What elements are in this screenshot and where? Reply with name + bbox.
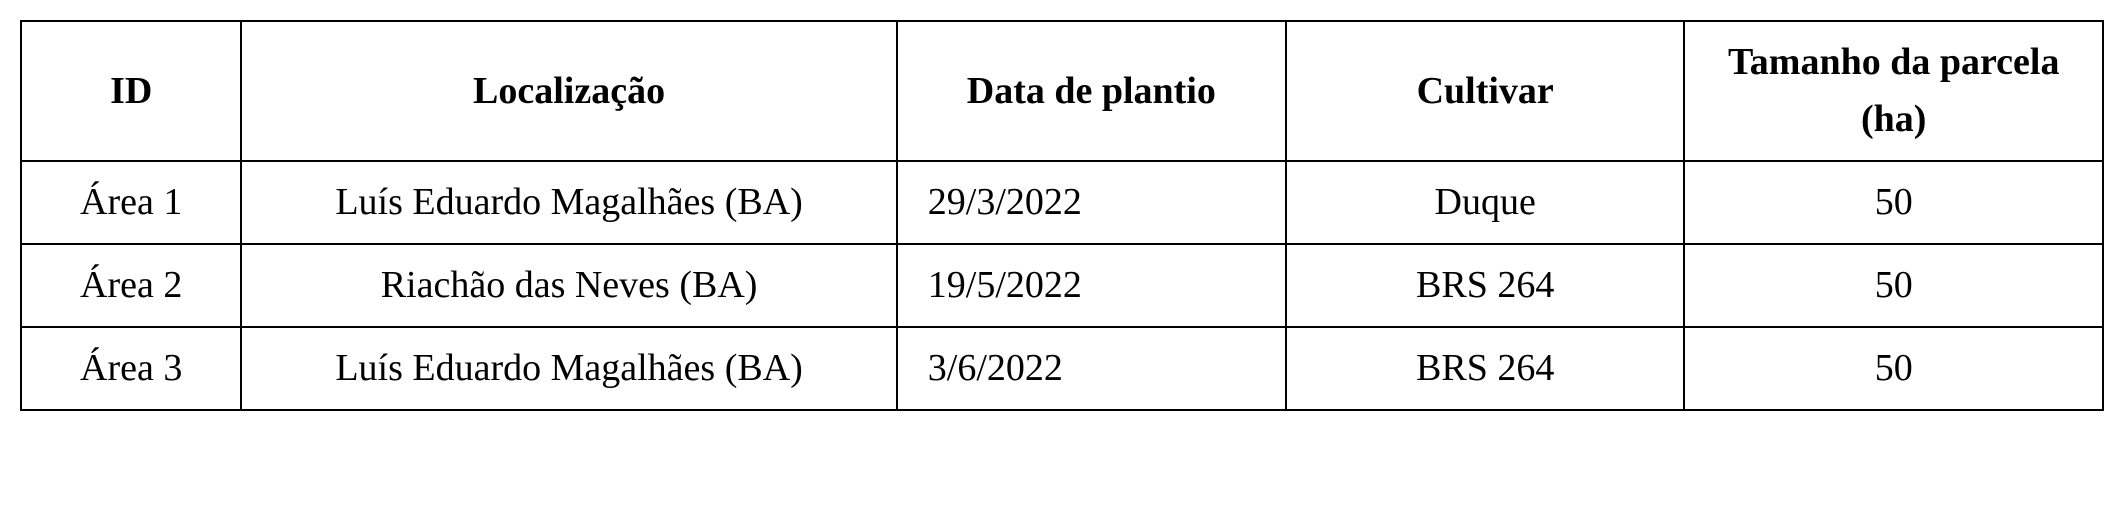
table-header-row: ID Localização Data de plantio Cultivar … — [21, 21, 2103, 161]
cell-id: Área 3 — [21, 327, 241, 410]
col-header-id: ID — [21, 21, 241, 161]
cell-data-plantio: 3/6/2022 — [897, 327, 1286, 410]
cell-tamanho: 50 — [1684, 161, 2103, 244]
col-header-localizacao: Localização — [241, 21, 896, 161]
col-header-cultivar: Cultivar — [1286, 21, 1685, 161]
table-row: Área 1 Luís Eduardo Magalhães (BA) 29/3/… — [21, 161, 2103, 244]
cell-id: Área 2 — [21, 244, 241, 327]
data-table: ID Localização Data de plantio Cultivar … — [20, 20, 2104, 411]
cell-localizacao: Luís Eduardo Magalhães (BA) — [241, 327, 896, 410]
table-row: Área 3 Luís Eduardo Magalhães (BA) 3/6/2… — [21, 327, 2103, 410]
cell-tamanho: 50 — [1684, 327, 2103, 410]
table-header: ID Localização Data de plantio Cultivar … — [21, 21, 2103, 161]
cell-localizacao: Luís Eduardo Magalhães (BA) — [241, 161, 896, 244]
table-row: Área 2 Riachão das Neves (BA) 19/5/2022 … — [21, 244, 2103, 327]
cell-cultivar: BRS 264 — [1286, 244, 1685, 327]
table-body: Área 1 Luís Eduardo Magalhães (BA) 29/3/… — [21, 161, 2103, 410]
cell-localizacao: Riachão das Neves (BA) — [241, 244, 896, 327]
cell-data-plantio: 19/5/2022 — [897, 244, 1286, 327]
cell-data-plantio: 29/3/2022 — [897, 161, 1286, 244]
cell-cultivar: Duque — [1286, 161, 1685, 244]
col-header-tamanho: Tamanho da parcela (ha) — [1684, 21, 2103, 161]
cell-cultivar: BRS 264 — [1286, 327, 1685, 410]
col-header-data-plantio: Data de plantio — [897, 21, 1286, 161]
cell-tamanho: 50 — [1684, 244, 2103, 327]
cell-id: Área 1 — [21, 161, 241, 244]
